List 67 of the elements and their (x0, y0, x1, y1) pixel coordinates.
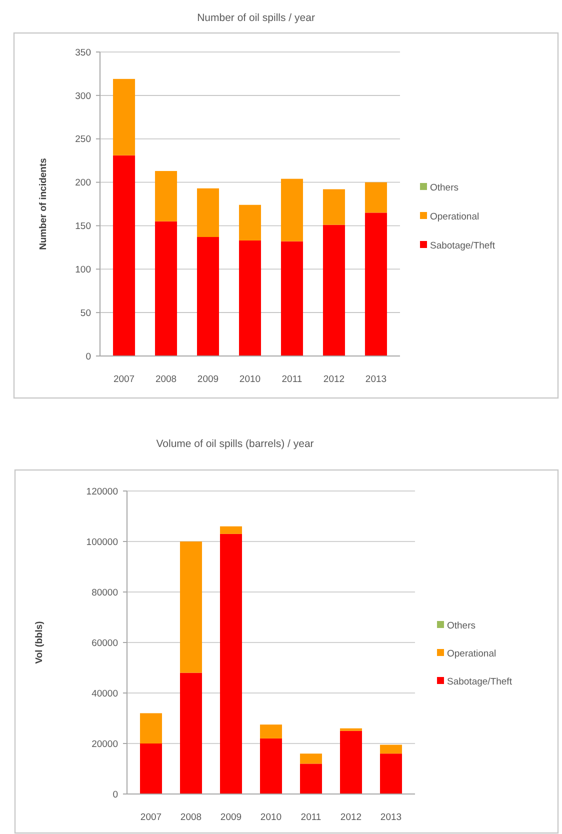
bar (113, 78, 136, 156)
bar (380, 754, 402, 794)
x-tick-label: 2013 (380, 812, 402, 823)
x-tick-label: 2013 (365, 374, 387, 385)
bar (220, 534, 242, 794)
x-tick-label: 2012 (340, 812, 362, 823)
x-tick-label: 2012 (323, 374, 345, 385)
chart-title: Volume of oil spills (barrels) / year (156, 438, 314, 450)
y-tick-label: 60000 (92, 638, 118, 649)
y-tick-label: 80000 (92, 587, 118, 598)
bar (260, 738, 282, 794)
legend-label: Sabotage/Theft (430, 240, 496, 252)
bar (155, 221, 178, 356)
x-tick-label: 2009 (220, 812, 242, 823)
bar (322, 189, 345, 225)
bar (239, 240, 262, 356)
bar (155, 170, 178, 222)
bar (260, 724, 282, 738)
x-tick-label: 2007 (140, 812, 162, 823)
bar (140, 744, 162, 794)
x-tick-label: 2010 (239, 374, 261, 385)
y-tick-label: 100000 (86, 536, 118, 548)
y-tick-label: 50 (80, 308, 91, 319)
x-tick-label: 2011 (300, 812, 322, 823)
y-tick-label: 120000 (86, 486, 118, 498)
bar (322, 224, 345, 356)
legend-label: Operational (430, 211, 480, 222)
bar (380, 744, 402, 754)
bar (364, 212, 387, 356)
x-tick-label: 2007 (113, 374, 135, 385)
x-tick-label: 2010 (260, 812, 282, 823)
legend-label: Sabotage/Theft (447, 676, 512, 688)
y-tick-label: 40000 (92, 688, 118, 700)
y-tick-label: 350 (75, 47, 91, 58)
y-tick-label: 0 (112, 789, 118, 800)
bar (280, 178, 303, 242)
x-tick-label: 2008 (180, 812, 202, 823)
y-tick-label: 300 (75, 90, 91, 102)
bar (280, 241, 303, 356)
y-axis-title: Vol (bbls) (34, 621, 45, 664)
bar (220, 526, 242, 534)
y-tick-label: 250 (75, 134, 91, 146)
bar (340, 728, 362, 731)
bar (340, 730, 362, 794)
legend-label: Operational (447, 648, 496, 660)
chart-title: Number of oil spills / year (197, 12, 316, 24)
bar (197, 237, 220, 356)
x-tick-label: 2011 (282, 374, 302, 385)
bar (180, 542, 202, 673)
y-tick-label: 20000 (92, 738, 118, 750)
y-tick-label: 200 (75, 178, 91, 189)
legend-label: Others (447, 620, 476, 632)
bar (180, 672, 202, 794)
bar (113, 155, 136, 356)
bar (140, 713, 162, 744)
bar (300, 754, 322, 764)
x-tick-label: 2009 (197, 374, 219, 385)
bar (239, 204, 262, 240)
x-tick-label: 2008 (155, 374, 177, 385)
y-tick-label: 100 (75, 264, 91, 276)
y-tick-label: 0 (86, 351, 91, 362)
y-tick-label: 150 (75, 221, 91, 232)
y-axis-title: Number of incidents (38, 158, 49, 250)
bar (197, 188, 220, 238)
bar (300, 764, 322, 794)
bar (364, 182, 387, 213)
legend-label: Others (430, 182, 459, 194)
